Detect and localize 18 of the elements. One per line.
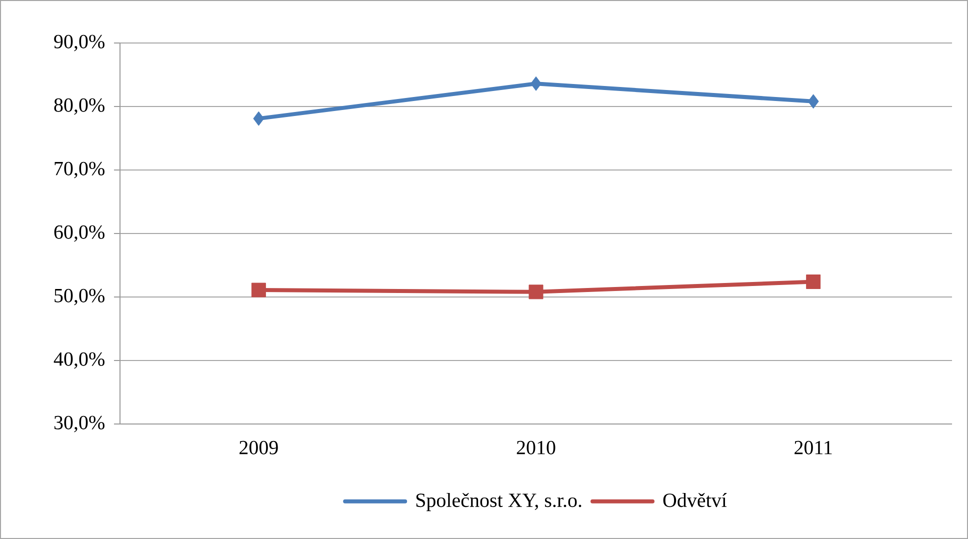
y-tick-label: 80,0% <box>54 98 104 115</box>
x-tick-label: 2011 <box>794 440 832 454</box>
x-tick-label: 2009 <box>240 440 278 454</box>
point <box>253 111 264 126</box>
point <box>528 284 544 300</box>
legend-label: Společnost XY, s.r.o. <box>416 492 582 512</box>
x-tick-label: 2010 <box>516 440 556 454</box>
point <box>808 94 819 109</box>
point <box>251 282 266 298</box>
point <box>806 274 821 290</box>
y-tick-label: 70,0% <box>54 162 104 178</box>
y-tick-label: 90,0% <box>54 34 104 52</box>
y-tick-label: 60,0% <box>54 225 104 242</box>
y-tick-label: 30,0% <box>54 416 104 432</box>
legend-label: Odvětví <box>663 492 727 508</box>
point <box>530 76 542 91</box>
y-tick-label: 50,0% <box>54 288 104 306</box>
y-tick-label: 40,0% <box>54 352 104 369</box>
